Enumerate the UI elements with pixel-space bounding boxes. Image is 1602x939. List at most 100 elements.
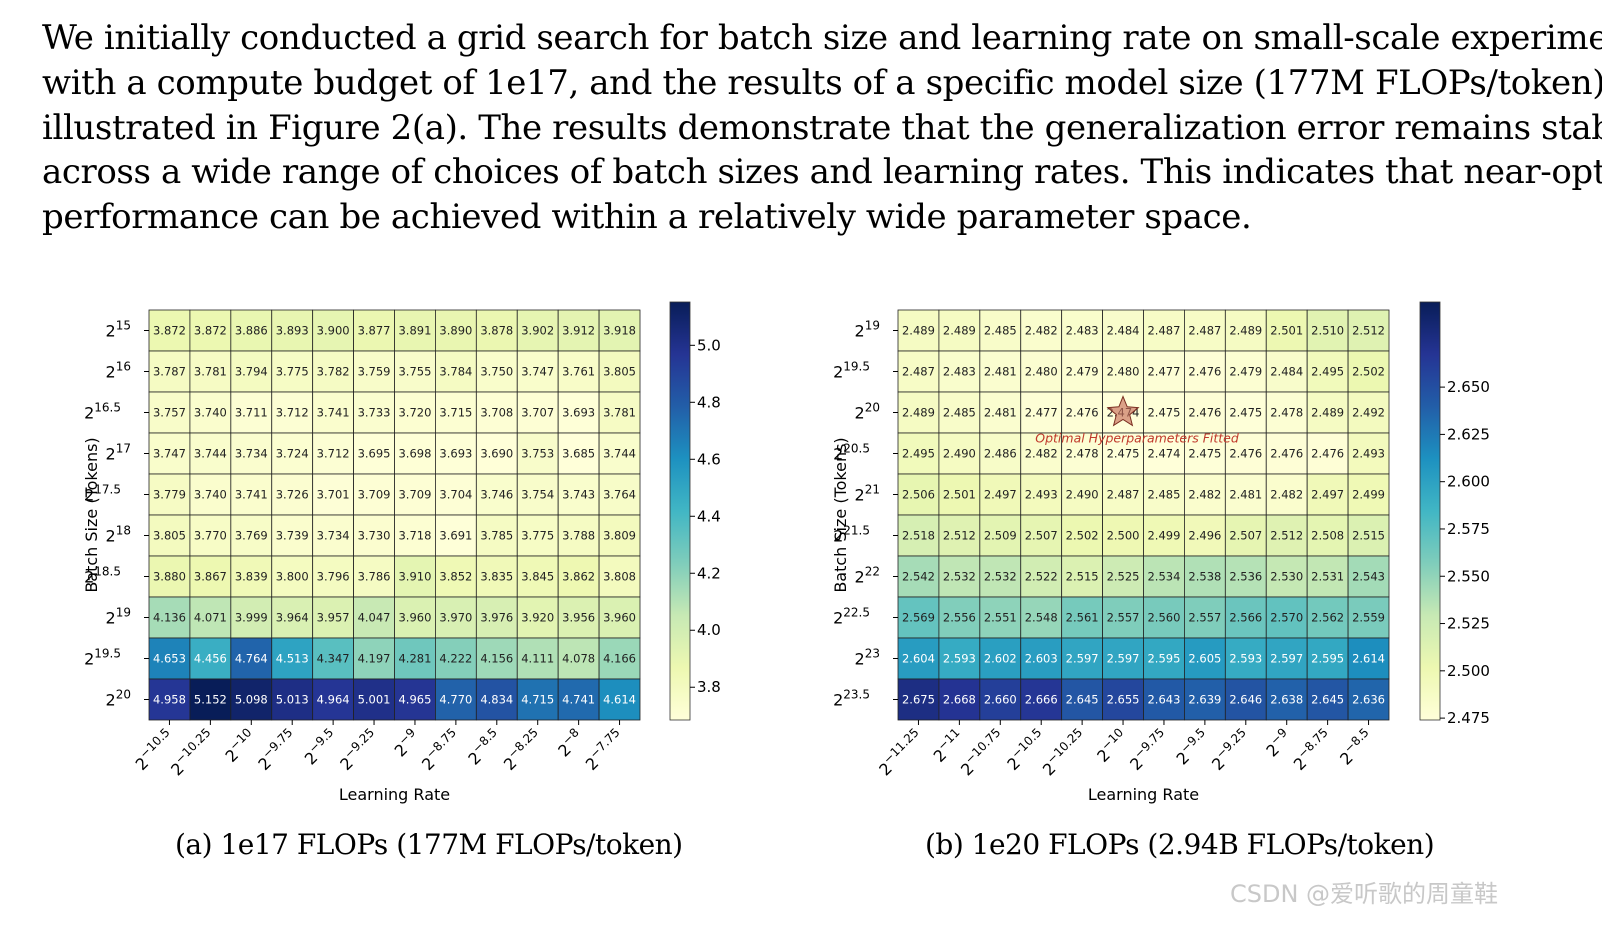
heatmap-cell (598, 432, 641, 475)
cell-value-label: 2.506 (902, 488, 935, 502)
heatmap-cell (1102, 309, 1144, 352)
cell-value-label: 2.489 (943, 324, 976, 338)
colorbar-tick-label: 2.575 (1447, 520, 1490, 538)
heatmap-cell (1143, 596, 1185, 639)
heatmap-cell (312, 391, 354, 434)
heatmap-cell (897, 391, 940, 434)
cell-value-label: 3.886 (235, 324, 268, 338)
cell-value-label: 4.958 (153, 693, 186, 707)
heatmap-cell (1224, 678, 1267, 721)
cell-value-label: 4.653 (153, 652, 186, 666)
cell-value-label: 2.515 (1352, 529, 1385, 543)
x-tick-label: 2−9.75 (1124, 725, 1173, 774)
cell-value-label: 2.483 (943, 365, 976, 379)
colorbar-tick-label: 4.0 (697, 621, 721, 639)
cell-value-label: 3.693 (562, 406, 595, 420)
cell-value-label: 3.754 (521, 488, 554, 502)
cell-value-label: 3.835 (480, 570, 513, 584)
x-axis-label: Learning Rate (339, 785, 450, 804)
y-tick-label: 216 (106, 360, 131, 382)
heatmap-cell (598, 596, 641, 639)
cell-value-label: 2.475 (1188, 447, 1221, 461)
heatmap-cell (1143, 350, 1185, 393)
cell-value-label: 3.764 (603, 488, 636, 502)
cell-value-label: 2.490 (943, 447, 976, 461)
cell-value-label: 2.484 (1270, 365, 1303, 379)
cell-value-label: 3.761 (562, 365, 595, 379)
heatmap-cell (1143, 678, 1185, 721)
cell-value-label: 3.862 (562, 570, 595, 584)
cell-value-label: 2.482 (1025, 324, 1058, 338)
x-tick-label: 2−11.25 (873, 725, 927, 779)
heatmap-cell (394, 350, 436, 393)
x-tick-label: 2−8.25 (498, 725, 547, 774)
cell-value-label: 2.497 (984, 488, 1017, 502)
cell-value-label: 4.136 (153, 611, 186, 625)
colorbar-tick-label: 4.4 (697, 507, 721, 525)
cell-value-label: 2.501 (1270, 324, 1303, 338)
cell-value-label: 2.604 (902, 652, 935, 666)
heatmap-cell (230, 473, 273, 516)
cell-value-label: 2.643 (1147, 693, 1180, 707)
cell-value-label: 2.538 (1188, 570, 1221, 584)
cell-value-label: 2.566 (1229, 611, 1262, 625)
cell-value-label: 2.605 (1188, 652, 1221, 666)
cell-value-label: 3.707 (521, 406, 554, 420)
heatmap-cell (353, 473, 395, 516)
heatmap-cell (1224, 637, 1267, 680)
cell-value-label: 2.482 (1188, 488, 1221, 502)
cell-value-label: 2.512 (1270, 529, 1303, 543)
heatmap-cell (189, 637, 232, 680)
paragraph-line: with a compute budget of 1e17, and the r… (42, 62, 1602, 103)
heatmap-cell (148, 309, 191, 352)
cell-value-label: 2.668 (943, 693, 976, 707)
cell-value-label: 2.485 (1147, 488, 1180, 502)
cell-value-label: 2.477 (1025, 406, 1058, 420)
heatmap-cell (598, 514, 641, 557)
cell-value-label: 2.476 (1188, 406, 1221, 420)
heatmap-cell (271, 555, 314, 598)
y-tick-label: 219.5 (833, 360, 870, 382)
heatmap-cell (1102, 596, 1144, 639)
x-tick-label: 2−10.25 (165, 725, 219, 779)
cell-value-label: 2.645 (1066, 693, 1099, 707)
colorbar-tick-label: 2.550 (1447, 567, 1490, 585)
paragraph-line: across a wide range of choices of batch … (42, 152, 1602, 193)
cell-value-label: 2.475 (1147, 406, 1180, 420)
cell-value-label: 2.660 (984, 693, 1017, 707)
colorbar-tick-label: 4.2 (697, 564, 721, 582)
heatmap-cell (598, 309, 641, 352)
cell-value-label: 3.893 (276, 324, 309, 338)
y-tick-label: 222.5 (833, 606, 870, 628)
cell-value-label: 3.720 (398, 406, 431, 420)
cell-value-label: 2.481 (984, 365, 1017, 379)
colorbar-tick-label: 3.8 (697, 678, 721, 696)
cell-value-label: 2.478 (1066, 447, 1099, 461)
heatmap-cell (435, 637, 477, 680)
heatmap-cell (435, 350, 477, 393)
cell-value-label: 3.698 (398, 447, 431, 461)
heatmap-cell (148, 432, 191, 475)
cell-value-label: 3.794 (235, 365, 268, 379)
heatmap-cell (312, 555, 354, 598)
x-tick-label: 2−8.75 (416, 725, 465, 774)
heatmap-cell (312, 473, 354, 516)
cell-value-label: 2.477 (1147, 365, 1180, 379)
cell-value-label: 2.479 (1066, 365, 1099, 379)
figure-a-heatmap: 3.872 3.872 3.886 3.893 3.900 3.877 3.891 3.890… (70, 300, 790, 810)
heatmap-cell (938, 514, 981, 557)
heatmap-cell (1061, 350, 1103, 393)
y-tick-label: 215 (106, 319, 131, 341)
heatmap-cell (1102, 432, 1144, 475)
cell-value-label: 3.718 (398, 529, 431, 543)
cell-value-label: 3.796 (317, 570, 350, 584)
cell-value-label: 2.489 (902, 406, 935, 420)
cell-value-label: 2.479 (1229, 365, 1262, 379)
cell-value-label: 3.852 (439, 570, 472, 584)
heatmap-cell (1102, 555, 1144, 598)
heatmap-cell (1184, 678, 1226, 721)
cell-value-label: 3.800 (276, 570, 309, 584)
y-tick-label: 219 (106, 606, 131, 628)
cell-value-label: 3.747 (153, 447, 186, 461)
cell-value-label: 2.522 (1025, 570, 1058, 584)
